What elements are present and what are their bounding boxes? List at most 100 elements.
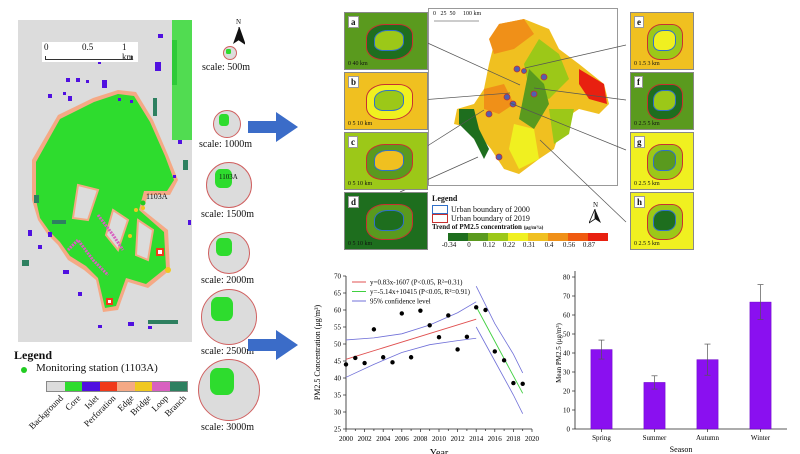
inset-scalebar: 0 5 10 km — [348, 121, 373, 127]
inset-map-b: b 0 5 10 km — [344, 72, 428, 130]
scale-circle — [213, 110, 241, 138]
pm25-trend-chart: 25 30 35 40 45 50 55 60 65 70 2000 2002 2004 2006 2008… — [313, 273, 540, 454]
inset-label: a — [348, 16, 359, 28]
class-label-background: Background — [26, 393, 66, 432]
monitoring-station-label: Monitoring station (1103A) — [36, 362, 158, 374]
ramp-swatch — [528, 233, 548, 241]
scale-circle — [201, 289, 257, 345]
inset-scalebar: 0 2.5 5 km — [634, 241, 660, 247]
ramp-tick: 0.12 — [482, 241, 496, 249]
inset-map-h: h 0 2.5 5 km — [630, 192, 694, 250]
fit-line-1 — [475, 306, 524, 394]
inset-region — [652, 149, 677, 172]
seasonal-pm25-chart: 0 10 20 30 40 50 60 70 80 Spring Summer Autumn Winte… — [555, 271, 787, 454]
inset-region — [373, 209, 405, 232]
arrow-right-icon — [248, 112, 298, 142]
x-tick-label: 2016 — [488, 435, 503, 443]
trend-legend-title: Legend — [432, 194, 458, 203]
y-tick-label: 45 — [334, 358, 342, 366]
x-tick-label: 2012 — [451, 435, 466, 443]
north-arrow-icon — [233, 27, 245, 45]
station-label: 1103A — [146, 192, 168, 201]
data-point-2008 — [418, 308, 423, 313]
y-tick-label: 35 — [334, 392, 342, 400]
north-arrow-icon — [589, 209, 601, 224]
x-axis-label: Season — [670, 445, 693, 454]
data-point-2012 — [455, 347, 460, 352]
legend-label: 95% confidence level — [370, 298, 431, 306]
ramp-swatch — [588, 233, 608, 241]
inset-region — [373, 29, 405, 52]
scalebar-tick: 0.5 — [82, 42, 94, 52]
ramp-swatch — [568, 233, 588, 241]
y-tick-label: 70 — [563, 293, 571, 301]
inset-map-e: e 0 1.5 3 km — [630, 12, 694, 70]
y-tick-label: 20 — [563, 388, 571, 396]
data-point-2019 — [520, 381, 525, 386]
inset-label: f — [634, 76, 643, 88]
confidence-band-2 — [475, 286, 524, 374]
inset-map-f: f 0 2.5 5 km — [630, 72, 694, 130]
trend-map-scalebar: 0 25 50 100 km — [433, 11, 481, 17]
y-tick-label: 40 — [563, 350, 571, 358]
y-tick-label: 80 — [563, 274, 571, 282]
scalebar-tick: 0 — [433, 11, 436, 17]
x-tick-label: Autumn — [696, 434, 719, 442]
data-point-2005 — [390, 360, 395, 365]
bar-winter — [749, 301, 772, 430]
data-point-2001 — [353, 355, 358, 361]
north-label: N — [236, 18, 242, 26]
inset-map-c: c 0 5 10 km — [344, 132, 428, 190]
arrow-right-icon — [248, 330, 298, 360]
inset-scalebar: 0 40 km — [348, 61, 368, 67]
data-point-2018 — [511, 380, 516, 386]
scale-circle: 1103A — [206, 162, 252, 208]
y-tick-label: 50 — [563, 331, 571, 339]
inset-region — [652, 209, 677, 232]
mspa-class-swatches — [46, 381, 188, 392]
data-point-2000 — [343, 362, 349, 367]
trend-ramp-ticks: -0.34 0 0.12 0.22 0.31 0.4 0.56 0.87 — [439, 241, 608, 249]
ramp-swatch — [508, 233, 528, 241]
core-patch — [216, 238, 232, 256]
core-patch — [226, 48, 231, 54]
boundary-2019-label: Urban boundary of 2019 — [451, 214, 530, 223]
legend-label: y=0.83x-1607 (P<0.05, R²=0.31) — [370, 279, 463, 287]
scalebar-tick: 25 — [440, 11, 447, 17]
inset-label: h — [634, 196, 646, 208]
circle-station-label: 1103A — [219, 173, 238, 181]
scale-circle — [223, 46, 237, 60]
ramp-tick: 0.4 — [544, 241, 554, 249]
legend-boundary-2000: Urban boundary of 2000 — [432, 205, 608, 214]
swatch-islet — [82, 382, 100, 391]
x-tick-label: 2000 — [339, 435, 354, 443]
inset-label: g — [634, 136, 645, 148]
inset-label: e — [634, 16, 644, 28]
y-tick-label: 25 — [334, 426, 342, 434]
trend-color-ramp — [448, 233, 608, 241]
data-point-2016 — [492, 349, 497, 354]
inset-region — [652, 29, 677, 52]
monitoring-station-icon — [21, 367, 27, 373]
scale-circle — [208, 232, 250, 274]
ramp-swatch — [548, 233, 568, 241]
trend-title-text: Trend of PM2.5 concentration — [432, 223, 522, 231]
inset-scalebar: 0 1.5 3 km — [634, 61, 660, 67]
pm25-trend-map: 0 25 50 100 km — [428, 8, 618, 186]
swatch-bridge — [134, 382, 152, 391]
x-tick-label: 2002 — [358, 435, 373, 443]
inset-region — [646, 144, 683, 180]
x-tick-label: 2004 — [376, 435, 391, 443]
data-point-2013 — [464, 334, 470, 340]
x-tick-label: 2014 — [469, 435, 484, 443]
core-patch — [218, 114, 229, 126]
legend-boundary-2019: Urban boundary of 2019 — [432, 214, 608, 223]
y-axis-label: Mean PM2.5 (μg/m³) — [555, 322, 563, 382]
y-tick-label: 60 — [563, 312, 571, 320]
x-tick-label: 2020 — [525, 435, 540, 443]
y-axis-label: PM2.5 Concentration (μg/m³) — [313, 304, 322, 400]
data-point-2004 — [381, 355, 386, 360]
swatch-loop — [152, 382, 170, 391]
trend-north-label: N — [593, 201, 599, 209]
trend-unit: (μg/m³/a) — [523, 226, 544, 231]
